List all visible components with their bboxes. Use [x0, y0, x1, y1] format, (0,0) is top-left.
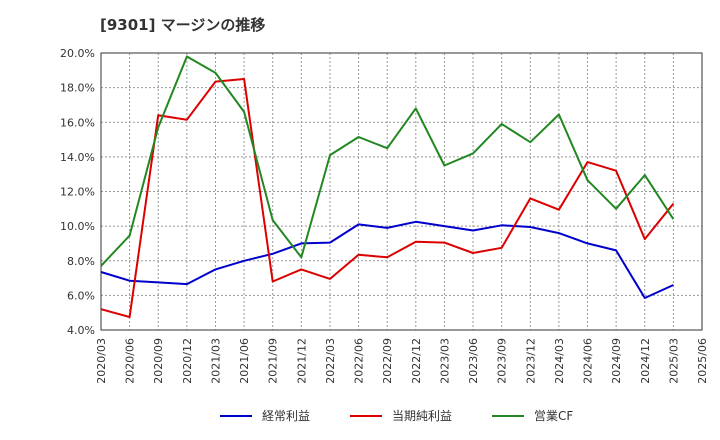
x-tick-label: 2024/12	[639, 338, 652, 384]
y-tick-label: 18.0%	[60, 82, 95, 95]
plot-frame	[100, 52, 703, 331]
x-tick-label: 2022/06	[353, 338, 366, 384]
x-tick-label: 2024/09	[610, 338, 623, 384]
x-tick-label: 2024/06	[582, 338, 595, 384]
x-tick-label: 2023/03	[438, 338, 451, 384]
series-line-2	[100, 55, 675, 267]
x-tick-label: 2021/06	[238, 338, 251, 384]
x-tick-label: 2020/06	[124, 338, 137, 384]
x-tick-label: 2023/09	[496, 338, 509, 384]
x-tick-label: 2021/12	[295, 338, 308, 384]
y-tick-label: 16.0%	[60, 116, 95, 129]
x-tick-label: 2025/03	[667, 338, 680, 384]
x-tick-label: 2021/03	[209, 338, 222, 384]
y-tick-label: 4.0%	[67, 324, 95, 337]
x-tick-label: 2020/03	[95, 338, 108, 384]
x-tick-label: 2021/09	[267, 338, 280, 384]
series-line-0	[100, 220, 674, 299]
x-tick-label: 2022/12	[410, 338, 423, 384]
y-tick-label: 8.0%	[67, 255, 95, 268]
grid	[101, 52, 702, 331]
x-tick-label: 2023/06	[467, 338, 480, 384]
y-tick-label: 12.0%	[60, 186, 95, 199]
legend-label-0: 経常利益	[262, 409, 310, 423]
series-lines	[100, 55, 675, 318]
y-tick-label: 6.0%	[67, 289, 95, 302]
axes: 4.0% 6.0% 8.0% 10.0% 12.0% 14.0% 16.0% 18.0% 20.…	[60, 47, 709, 384]
y-tick-label: 20.0%	[60, 47, 95, 60]
x-tick-label: 2024/03	[553, 338, 566, 384]
x-tick-label: 2020/12	[181, 338, 194, 384]
x-tick-label: 2025/06	[696, 338, 709, 384]
legend-label-2: 営業CF	[534, 409, 573, 423]
legend: 経常利益 当期純利益 営業CF	[220, 409, 573, 423]
x-tick-label: 2022/03	[324, 338, 337, 384]
y-tick-label: 14.0%	[60, 151, 95, 164]
x-tick-label: 2023/12	[524, 338, 537, 384]
series-line-1	[100, 78, 675, 318]
legend-label-1: 当期純利益	[392, 409, 452, 423]
chart-title: [9301] マージンの推移	[100, 16, 265, 34]
x-tick-label: 2020/09	[152, 338, 165, 384]
x-tick-label: 2022/09	[381, 338, 394, 384]
y-tick-label: 10.0%	[60, 220, 95, 233]
